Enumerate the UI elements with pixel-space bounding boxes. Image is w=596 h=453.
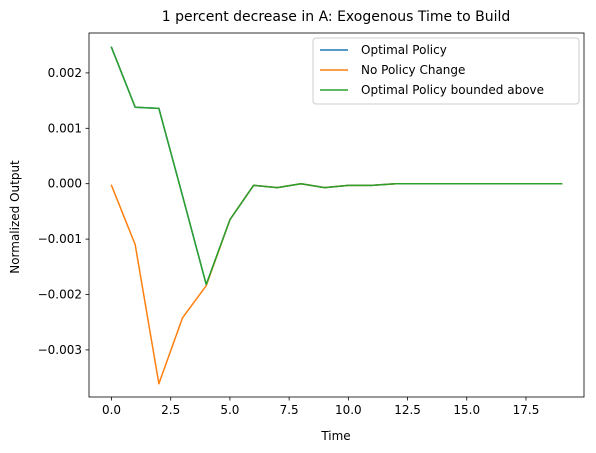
legend-box: [312, 37, 580, 105]
legend: Optimal Policy No Policy Change Optimal Po…: [312, 37, 580, 105]
series-line-3: [110, 46, 563, 286]
x-tick-label: 17.5: [513, 403, 540, 417]
series-line-2: [110, 182, 563, 385]
legend-label-3: Optimal Policy bounded above: [361, 83, 544, 97]
y-tick-label: −0.001: [38, 232, 82, 246]
plot-area: [110, 46, 563, 385]
legend-label-2: No Policy Change: [361, 63, 465, 77]
x-tick-label: 15.0: [453, 403, 480, 417]
x-tick-label: 2.5: [161, 403, 180, 417]
x-tick-label: 5.0: [220, 403, 239, 417]
y-tick-label: 0.001: [48, 121, 82, 135]
x-tick-label: 0.0: [102, 403, 121, 417]
axes: 0.0 2.5 5.0 7.5 10.0 12.5 15.0 17.5 0.002 0.001 0.…: [38, 32, 585, 417]
y-tick-label: 0.002: [48, 66, 82, 80]
x-tick-label: 12.5: [394, 403, 421, 417]
legend-label-1: Optimal Policy: [361, 43, 447, 57]
chart-title: 1 percent decrease in A: Exogenous Time …: [162, 9, 511, 25]
y-tick-label: 0.000: [48, 177, 82, 191]
x-tick-label: 10.0: [335, 403, 362, 417]
plot-frame: [88, 32, 585, 398]
y-tick-label: −0.002: [38, 288, 82, 302]
y-axis-label: Normalized Output: [8, 160, 22, 274]
y-tick-label: −0.003: [38, 343, 82, 357]
x-tick-label: 7.5: [280, 403, 299, 417]
x-axis-label: Time: [320, 429, 350, 443]
